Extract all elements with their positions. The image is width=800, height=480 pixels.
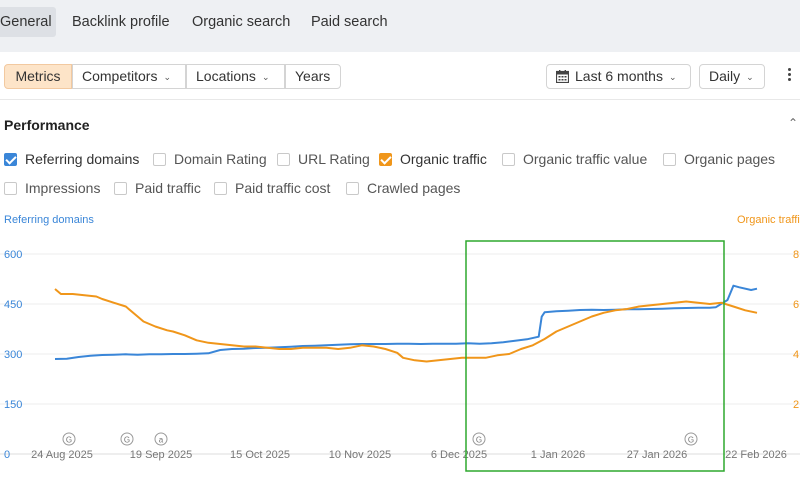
interval-label: Daily — [709, 68, 741, 84]
checkbox-label: Paid traffic — [135, 180, 201, 196]
checkbox-paid-traffic[interactable]: Paid traffic — [114, 180, 201, 198]
locations-dropdown[interactable]: Locations ⌄ — [186, 64, 285, 89]
event-marker[interactable]: G — [120, 432, 134, 446]
checkbox-label: Organic traffic value — [523, 151, 648, 167]
tab-backlink-profile[interactable]: Backlink profile — [72, 14, 170, 30]
series-line-organic-traffic — [54, 288, 758, 363]
metrics-button[interactable]: Metrics — [4, 64, 72, 89]
metrics-label: Metrics — [15, 68, 61, 84]
event-marker[interactable]: G — [684, 432, 698, 446]
checkbox-label: Referring domains — [25, 151, 140, 167]
x-tick-label: 15 Oct 2025 — [230, 449, 290, 461]
highlight-box — [465, 240, 725, 472]
event-marker[interactable]: a — [154, 432, 168, 446]
chevron-down-icon: ⌄ — [668, 72, 677, 82]
y2-tick-label: 2 — [793, 399, 799, 411]
x-tick-label: 10 Nov 2025 — [329, 449, 391, 461]
right-axis-title: Organic traffic — [737, 214, 800, 226]
checkbox-label: Organic pages — [684, 151, 776, 167]
tab-organic-search[interactable]: Organic search — [192, 14, 291, 30]
svg-text:G: G — [688, 436, 694, 445]
checkbox-icon — [663, 153, 676, 166]
checkbox-label: Impressions — [25, 180, 101, 196]
checkbox-icon — [4, 153, 17, 166]
checkbox-paid-traffic-cost[interactable]: Paid traffic cost — [214, 180, 330, 198]
checkbox-icon — [502, 153, 515, 166]
report-tabs: General Backlink profile Organic search … — [0, 0, 800, 52]
locations-label: Locations — [196, 68, 256, 84]
x-tick-label: 27 Jan 2026 — [627, 449, 688, 461]
date-range-label: Last 6 months — [575, 68, 663, 84]
x-tick-label: 24 Aug 2025 — [31, 449, 93, 461]
checkbox-icon — [379, 153, 392, 166]
chevron-down-icon: ⌄ — [746, 72, 754, 82]
y-tick-label: 600 — [4, 249, 22, 261]
checkbox-organic-pages[interactable]: Organic pages — [663, 151, 775, 169]
chevron-down-icon: ⌄ — [163, 72, 172, 82]
checkbox-label: Domain Rating — [174, 151, 267, 167]
y2-tick-label: 8 — [793, 249, 799, 261]
more-options-icon[interactable] — [784, 66, 794, 86]
chevron-down-icon: ⌄ — [261, 72, 270, 82]
x-tick-label: 6 Dec 2025 — [431, 449, 487, 461]
checkbox-domain-rating[interactable]: Domain Rating — [153, 151, 267, 169]
series-line-referring-domains — [54, 284, 758, 360]
svg-text:G: G — [66, 436, 72, 445]
chart-toolbar: Metrics Competitors ⌄ Locations ⌄ Years La… — [0, 52, 800, 100]
y-tick-label: 300 — [4, 349, 22, 361]
checkbox-organic-traffic[interactable]: Organic traffic — [379, 151, 487, 169]
svg-text:a: a — [159, 436, 164, 445]
calendar-icon — [555, 70, 570, 84]
years-label: Years — [295, 68, 331, 84]
svg-text:G: G — [124, 436, 130, 445]
checkbox-impressions[interactable]: Impressions — [4, 180, 100, 198]
y-tick-label: 450 — [4, 299, 22, 311]
y-tick-label: 0 — [4, 449, 10, 461]
event-marker[interactable]: G — [472, 432, 486, 446]
competitors-label: Competitors — [82, 68, 158, 84]
checkbox-referring-domains[interactable]: Referring domains — [4, 151, 139, 169]
checkbox-url-rating[interactable]: URL Rating — [277, 151, 370, 169]
y2-tick-label: 6 — [793, 299, 799, 311]
checkbox-label: Crawled pages — [367, 180, 461, 196]
checkbox-icon — [114, 182, 127, 195]
tab-general[interactable]: General — [0, 7, 56, 37]
checkbox-organic-traffic-value[interactable]: Organic traffic value — [502, 151, 647, 169]
checkbox-label: Organic traffic — [400, 151, 487, 167]
y-tick-label: 150 — [4, 399, 22, 411]
y2-tick-label: 4 — [793, 349, 799, 361]
section-title: Performance — [4, 117, 90, 133]
svg-text:G: G — [476, 436, 482, 445]
competitors-dropdown[interactable]: Competitors ⌄ — [72, 64, 186, 89]
x-tick-label: 22 Feb 2026 — [725, 449, 787, 461]
x-tick-label: 19 Sep 2025 — [130, 449, 192, 461]
checkbox-icon — [277, 153, 290, 166]
checkbox-icon — [346, 182, 359, 195]
date-range-dropdown[interactable]: Last 6 months ⌄ — [546, 64, 691, 89]
chevron-up-icon[interactable]: ⌃ — [788, 116, 799, 130]
x-tick-label: 1 Jan 2026 — [531, 449, 585, 461]
performance-chart[interactable]: 600 450 300 150 0 8 6 4 2 24 Aug 2025 19 Sep 2025 1… — [0, 230, 800, 480]
checkbox-icon — [153, 153, 166, 166]
tab-paid-search[interactable]: Paid search — [311, 14, 388, 30]
checkbox-icon — [4, 182, 17, 195]
event-marker[interactable]: G — [62, 432, 76, 446]
checkbox-icon — [214, 182, 227, 195]
checkbox-label: Paid traffic cost — [235, 180, 331, 196]
interval-dropdown[interactable]: Daily ⌄ — [699, 64, 765, 89]
left-axis-title: Referring domains — [4, 214, 94, 226]
checkbox-label: URL Rating — [298, 151, 370, 167]
years-button[interactable]: Years — [285, 64, 341, 89]
checkbox-crawled-pages[interactable]: Crawled pages — [346, 180, 460, 198]
